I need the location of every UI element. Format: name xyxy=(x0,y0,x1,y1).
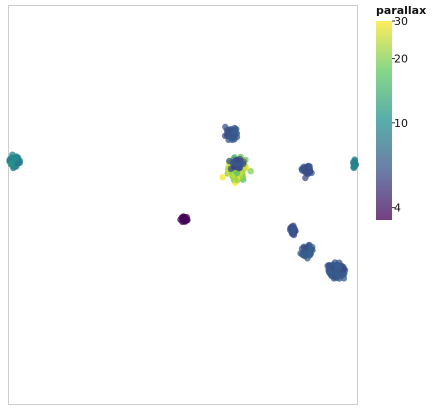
data-point xyxy=(219,174,226,181)
colorbar-tick-label: 20 xyxy=(394,53,408,66)
data-point xyxy=(240,160,247,168)
data-point xyxy=(340,265,348,273)
data-point xyxy=(240,174,247,181)
data-point xyxy=(247,168,254,175)
colorbar-ticks: 4 10 20 30 xyxy=(392,15,408,215)
colorbar-tick-label: 4 xyxy=(394,202,401,215)
data-point xyxy=(351,158,359,166)
data-points xyxy=(6,123,359,282)
data-point xyxy=(306,163,313,170)
data-point xyxy=(225,136,232,144)
colorbar-tick-label: 30 xyxy=(394,15,408,28)
data-point xyxy=(180,217,187,224)
data-point xyxy=(339,271,346,279)
data-point xyxy=(289,229,296,236)
plot-frame xyxy=(8,5,358,405)
data-point xyxy=(304,170,311,178)
data-point xyxy=(8,155,16,162)
legend-title: parallax xyxy=(376,4,426,17)
color-legend: parallax 4 10 20 30 xyxy=(376,4,426,220)
data-point xyxy=(222,123,229,131)
data-point xyxy=(234,170,241,177)
data-point xyxy=(229,173,237,181)
colorbar-tick-label: 10 xyxy=(394,117,408,130)
data-point xyxy=(14,160,22,167)
data-point xyxy=(300,252,307,259)
data-point xyxy=(307,250,314,258)
data-point xyxy=(232,127,239,135)
data-point xyxy=(326,267,333,274)
colorbar xyxy=(376,21,392,220)
data-point xyxy=(234,157,241,164)
data-point xyxy=(330,275,338,282)
data-point xyxy=(333,263,340,271)
data-point xyxy=(298,245,306,252)
